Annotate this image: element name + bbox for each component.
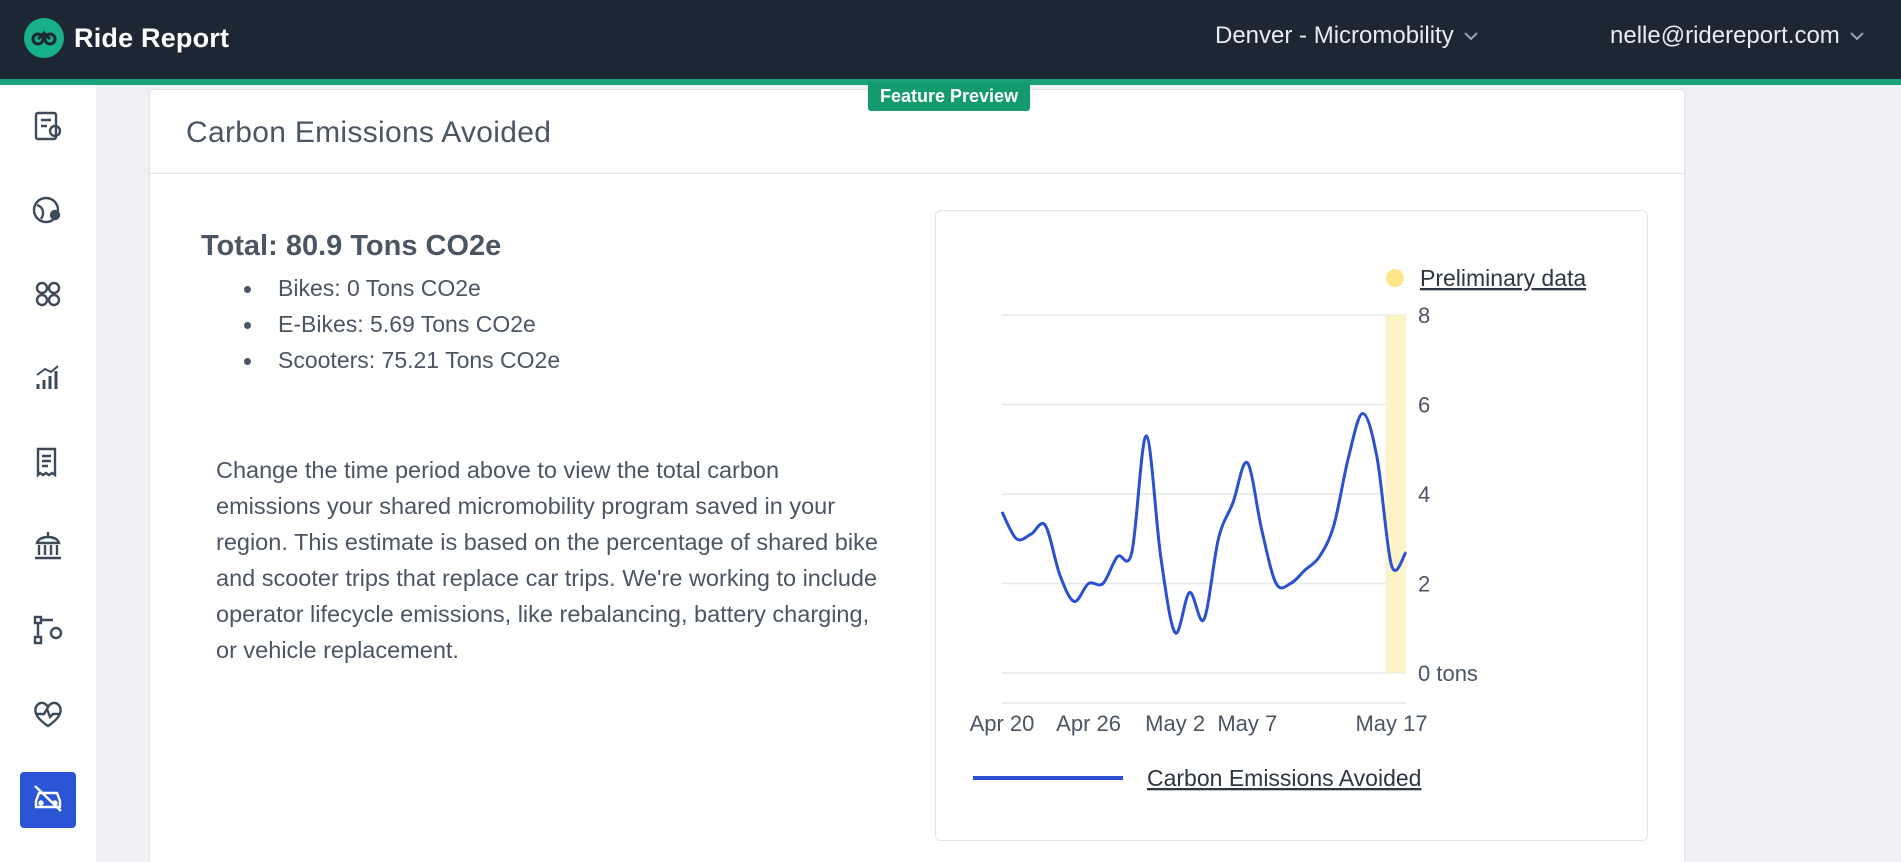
sidebar-item-invoices[interactable] [20,436,76,492]
app-name: Ride Report [74,22,230,53]
sidebar-item-analytics[interactable] [20,352,76,408]
card-header: Carbon Emissions Avoided [150,90,1686,174]
y-tick-label: 8 [1418,303,1430,328]
report-icon [31,109,65,148]
preliminary-data-band [1385,315,1406,673]
chevron-down-icon [1464,31,1478,41]
x-tick-label: Apr 20 [970,711,1035,736]
sidebar-item-routes[interactable] [20,604,76,660]
sidebar [0,85,96,862]
region-label: Denver - Micromobility [1215,22,1454,49]
health-icon [31,697,65,736]
list-item: E-Bikes: 5.69 Tons CO2e [244,308,560,344]
list-item: Bikes: 0 Tons CO2e [244,272,560,308]
region-dropdown[interactable]: Denver - Micromobility [1215,22,1478,50]
y-tick-label: 4 [1418,482,1430,507]
sidebar-item-clusters[interactable] [20,268,76,324]
cluster-icon [31,277,65,316]
feature-preview-badge: Feature Preview [868,82,1031,111]
emissions-breakdown: Bikes: 0 Tons CO2e E-Bikes: 5.69 Tons CO… [244,272,560,380]
y-tick-label: 0 tons [1418,661,1478,686]
sidebar-item-health[interactable] [20,688,76,744]
y-axis-ticks: 8 6 4 2 0 tons [1418,303,1478,686]
emissions-description: Change the time period above to view the… [216,457,878,663]
top-bar: Ride Report Denver - Micromobility nelle… [0,0,1901,79]
route-icon [31,613,65,652]
chevron-down-icon [1850,31,1864,41]
x-tick-label: Apr 26 [1056,711,1121,736]
sidebar-item-reports[interactable] [20,100,76,156]
no-car-icon [31,781,65,820]
chart-grid [1002,314,1406,704]
legend-label[interactable]: Carbon Emissions Avoided [1147,765,1421,791]
app-logo[interactable]: Ride Report [24,18,229,58]
preliminary-legend-label[interactable]: Preliminary data [1420,265,1586,291]
map-location-icon [31,193,65,232]
total-emissions: Total: 80.9 Tons CO2e [201,230,502,262]
list-item: Scooters: 75.21 Tons CO2e [244,344,560,380]
card-title: Carbon Emissions Avoided [186,116,552,149]
series-line [1000,411,1408,635]
x-tick-label: May 17 [1355,711,1427,736]
sidebar-item-emissions[interactable] [20,772,76,828]
bike-logo-icon [24,18,64,58]
bar-chart-icon [31,361,65,400]
x-tick-label: May 2 [1145,711,1205,736]
x-tick-label: May 7 [1217,711,1277,736]
government-building-icon [31,529,65,568]
user-menu[interactable]: nelle@ridereport.com [1610,22,1864,50]
sidebar-item-map[interactable] [20,184,76,240]
y-tick-label: 6 [1418,393,1430,418]
user-email: nelle@ridereport.com [1610,22,1840,49]
x-axis-ticks: Apr 20 Apr 26 May 2 May 7 May 17 [970,711,1428,736]
sidebar-item-policy[interactable] [20,520,76,576]
y-tick-label: 2 [1418,572,1430,597]
invoice-icon [31,445,65,484]
preliminary-legend-dot [1386,269,1404,287]
